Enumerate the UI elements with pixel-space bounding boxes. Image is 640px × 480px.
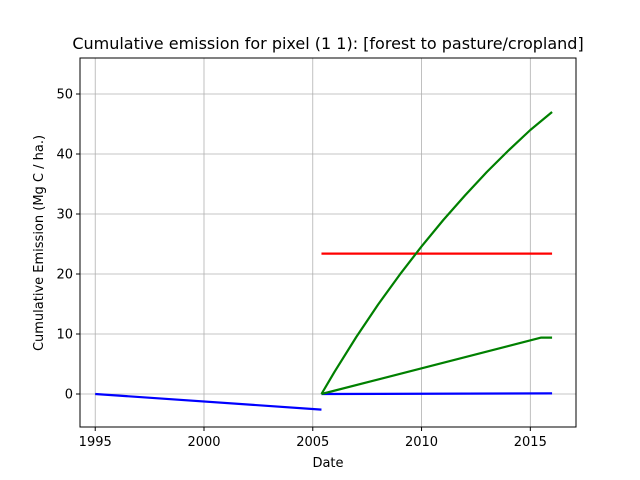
x-tick-label: 2005 xyxy=(296,435,329,450)
series-line-4 xyxy=(320,111,553,395)
ticks: 1995 2000 2005 2010 2015 0 10 20 30 40 50 xyxy=(56,88,546,451)
y-axis-title: Cumulative Emission (Mg C / ha.) xyxy=(32,135,47,351)
y-tick-label: 50 xyxy=(56,88,73,103)
y-tick-label: 10 xyxy=(56,328,73,343)
chart-title: Cumulative emission for pixel (1 1): [fo… xyxy=(72,34,583,53)
x-tick-label: 1995 xyxy=(79,435,112,450)
y-tick-label: 40 xyxy=(56,148,73,163)
series-line-1 xyxy=(95,392,322,411)
x-tick-label: 2010 xyxy=(405,435,438,450)
series-line-2 xyxy=(321,392,553,396)
y-tick-label: 30 xyxy=(56,208,73,223)
x-tick-label: 2000 xyxy=(187,435,220,450)
y-tick-label: 0 xyxy=(65,388,73,403)
y-tick-label: 20 xyxy=(56,268,73,283)
plot-frame xyxy=(79,57,577,428)
x-tick-label: 2015 xyxy=(514,435,547,450)
series-group xyxy=(95,111,553,411)
series-line-5 xyxy=(321,336,553,396)
x-axis-title: Date xyxy=(312,456,343,471)
